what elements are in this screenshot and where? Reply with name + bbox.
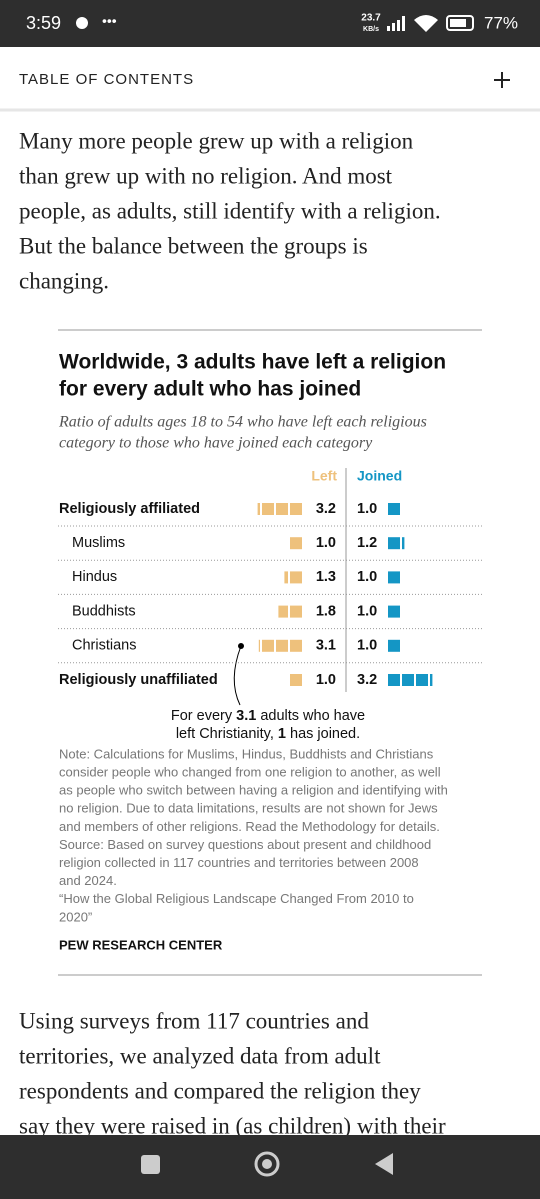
chart-note: and members of other religions. Read the… [59, 819, 440, 834]
value-label: 3.2 [316, 501, 336, 517]
home-button[interactable] [254, 1151, 280, 1177]
annotation-pointer [233, 645, 242, 706]
ratio-square [290, 537, 302, 550]
chart-title: Worldwide, 3 adults have left a religion [59, 351, 446, 374]
value-label: 1.0 [357, 501, 377, 517]
row-label: Muslims [72, 535, 125, 551]
row-label: Buddhists [72, 603, 136, 619]
wifi-icon [414, 15, 438, 32]
chart-note: no religion. Due to data limitations, re… [59, 801, 438, 816]
chart-credit: PEW RESEARCH CENTER [59, 937, 223, 952]
ratio-square [257, 503, 260, 515]
chart-note: “How the Global Religious Landscape Chan… [59, 891, 414, 906]
paragraph-line: say they were raised in (as children) wi… [19, 1113, 446, 1138]
ratio-square [276, 639, 288, 652]
value-label: 1.0 [357, 638, 377, 654]
ratio-square [402, 537, 405, 550]
more-icon: ••• [102, 13, 117, 29]
row-label: Hindus [72, 569, 117, 585]
header [0, 47, 540, 110]
home-dot [262, 1159, 272, 1169]
ratio-square [388, 537, 400, 550]
ratio-square [258, 639, 260, 652]
ratio-square [388, 571, 400, 584]
paragraph-line: Many more people grew up with a religion [19, 128, 414, 153]
chart-note: and 2024. [59, 873, 117, 888]
clock: 3:59 [26, 13, 61, 33]
value-label: 1.8 [316, 603, 336, 619]
paragraph-line: respondents and compared the religion th… [19, 1078, 421, 1103]
annotation-part: 3.1 [236, 708, 256, 724]
net-speed: 23.7 [361, 13, 381, 24]
paragraph-line: Using surveys from 117 countries and [19, 1008, 369, 1033]
legend-joined: Joined [357, 468, 402, 484]
ratio-square [278, 605, 288, 618]
legend-left: Left [311, 468, 337, 484]
chart-subtitle: category to those who have joined each c… [59, 435, 373, 452]
annotation-part: 1 [278, 726, 286, 742]
paragraph-line: people, as adults, still identify with a… [19, 198, 441, 223]
ratio-square [290, 571, 302, 584]
back-button[interactable] [375, 1153, 393, 1175]
value-label: 1.2 [357, 535, 377, 551]
ratio-square [388, 674, 400, 686]
annotation-part: adults who have [256, 708, 365, 724]
toc-title[interactable]: TABLE OF CONTENTS [19, 71, 194, 88]
ratio-square [290, 639, 302, 652]
chart-note: as people who switch between having a re… [59, 783, 448, 798]
ratio-square [388, 503, 400, 515]
recents-button[interactable] [141, 1155, 160, 1174]
expand-button[interactable] [494, 72, 510, 88]
annotation-part: left Christianity, [176, 726, 278, 742]
paragraph-line: than grew up with no religion. And most [19, 163, 393, 188]
ratio-square [290, 605, 302, 618]
annotation: For every 3.1 adults who have [171, 708, 365, 724]
ratio-square [276, 503, 288, 515]
net-unit: KB/s [363, 26, 379, 33]
annotation-part: For every [171, 708, 236, 724]
value-label: 1.3 [316, 569, 336, 585]
chart-subtitle: Ratio of adults ages 18 to 54 who have l… [58, 414, 427, 431]
row-label: Religiously unaffiliated [59, 672, 218, 688]
chart-note: religion collected in 117 countries and … [59, 855, 419, 870]
ratio-square [262, 503, 274, 515]
value-label: 3.1 [316, 638, 336, 654]
chart-note: Source: Based on survey questions about … [59, 837, 431, 852]
ratio-square [430, 674, 433, 686]
value-label: 1.0 [357, 603, 377, 619]
paragraph-line: territories, we analyzed data from adult [19, 1043, 381, 1068]
chart-note: Note: Calculations for Muslims, Hindus, … [59, 746, 434, 761]
ratio-square [290, 674, 302, 686]
ratio-square [388, 639, 400, 652]
annotation: left Christianity, 1 has joined. [176, 726, 360, 742]
chart-note: 2020” [59, 909, 92, 924]
signal-icon [387, 16, 405, 31]
value-label: 1.0 [357, 569, 377, 585]
ratio-square [416, 674, 428, 686]
value-label: 1.0 [316, 535, 336, 551]
battery-icon [446, 15, 474, 31]
value-label: 1.0 [316, 672, 336, 688]
paragraph-line: But the balance between the groups is [19, 233, 368, 258]
battery-text: 77% [484, 13, 518, 32]
ratio-square [402, 674, 414, 686]
ratio-square [262, 639, 274, 652]
row-label: Religiously affiliated [59, 501, 200, 517]
battery-level [450, 19, 466, 27]
chart-title: for every adult who has joined [59, 378, 361, 401]
annotation-part: has joined. [286, 726, 360, 742]
ratio-square [388, 605, 400, 618]
chart-note: consider people who changed from one rel… [59, 765, 441, 780]
value-label: 3.2 [357, 672, 377, 688]
chat-icon [76, 17, 88, 29]
row-label: Christians [72, 638, 136, 654]
ratio-square [290, 503, 302, 515]
paragraph-line: changing. [19, 268, 109, 293]
ratio-square [284, 571, 288, 584]
